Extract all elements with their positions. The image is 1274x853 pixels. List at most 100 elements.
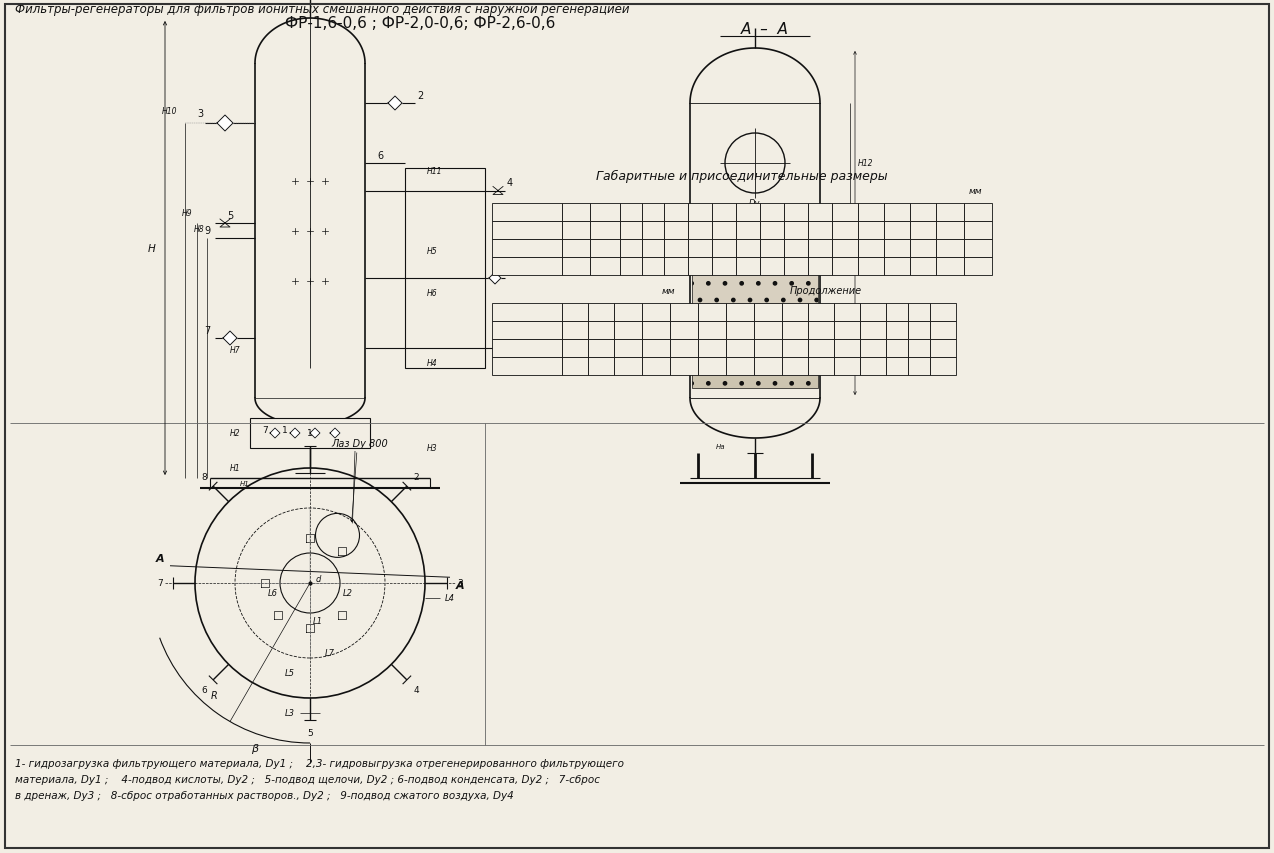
Text: 325: 325 [623,244,640,253]
Bar [834,357,860,375]
Text: 1100: 1100 [939,244,962,253]
Bar [860,322,885,339]
Text: 290: 290 [786,344,804,353]
Bar [808,222,832,240]
Bar [936,258,964,276]
Bar [832,222,857,240]
Bar [492,258,562,276]
Text: Обозначение: Обозначение [498,308,557,317]
Text: 100: 100 [813,326,829,335]
Bar [670,304,698,322]
Text: 4393: 4393 [860,262,883,271]
Bar [492,304,562,322]
Text: 1020: 1020 [757,326,780,335]
Bar [492,204,562,222]
Text: 100: 100 [813,344,829,353]
Bar [642,357,670,375]
Bar [857,204,884,222]
Text: 3610: 3610 [833,226,856,235]
Text: 1500: 1500 [673,362,696,371]
Text: 1110: 1110 [701,344,724,353]
Polygon shape [489,273,501,285]
Bar [562,357,589,375]
Text: Ha: Ha [636,351,645,357]
Text: ФР-2,0-0,6: ФР-2,0-0,6 [499,344,554,353]
Text: 900: 900 [703,326,721,335]
Polygon shape [691,49,820,104]
Text: H4: H4 [427,359,438,368]
Bar [754,357,782,375]
Text: 4575: 4575 [594,226,617,235]
Text: 8: 8 [201,473,206,482]
Bar [860,339,885,357]
Text: 100: 100 [864,326,882,335]
Text: H11: H11 [862,208,879,218]
Bar [908,357,930,375]
Bar [589,322,614,339]
Text: 6050: 6050 [594,262,617,271]
Text: Обозначение: Обозначение [498,208,557,218]
Text: 3: 3 [457,579,462,588]
Text: 1600: 1600 [757,362,780,371]
Bar [784,204,808,222]
Text: H8: H8 [790,208,801,218]
Bar [670,339,698,357]
Text: 1: 1 [282,426,288,435]
Polygon shape [290,428,299,438]
Bar [256,64,364,398]
Text: 7: 7 [204,326,210,335]
Bar [642,258,664,276]
Bar [754,339,782,357]
Bar [782,339,808,357]
Polygon shape [223,332,237,345]
Text: 825: 825 [668,262,684,271]
Text: 1800: 1800 [712,226,735,235]
Text: А  –  А: А – А [741,21,789,37]
Bar [614,322,642,339]
Bar [492,339,562,357]
Bar [930,304,956,322]
Bar [808,304,834,322]
Text: 100: 100 [864,344,882,353]
Text: 125: 125 [865,362,882,371]
Text: 7: 7 [157,579,163,588]
Text: 4: 4 [413,685,419,693]
Polygon shape [330,428,340,438]
Text: 400: 400 [567,344,583,353]
Bar [761,258,784,276]
Bar [698,357,726,375]
Bar [405,169,485,368]
Text: A: A [456,581,464,590]
Text: 4230: 4230 [860,244,883,253]
Text: 5: 5 [307,728,313,738]
Bar [688,240,712,258]
Bar [910,240,936,258]
Text: 90°: 90° [935,362,950,371]
Bar [782,304,808,322]
Bar [930,339,956,357]
Bar [964,258,992,276]
Text: H1: H1 [241,480,250,486]
Text: 7: 7 [262,426,268,435]
Text: 6: 6 [201,685,206,693]
Text: 310: 310 [647,326,665,335]
Text: 1412: 1412 [729,362,752,371]
Bar [884,258,910,276]
Bar [736,204,761,222]
Text: D: D [764,308,771,317]
Text: H7: H7 [766,208,778,218]
Text: 2548: 2548 [785,262,808,271]
Text: ФР-1,6-0,6: ФР-1,6-0,6 [499,326,554,335]
Bar [562,204,590,222]
Text: Dy2: Dy2 [838,308,855,317]
Text: 2613: 2613 [809,262,832,271]
Text: 1710: 1710 [736,226,759,235]
Text: H13: H13 [865,219,880,229]
Bar [930,357,956,375]
Text: L5: L5 [679,308,689,317]
Text: 0°: 0° [913,326,924,335]
Text: 1400: 1400 [757,344,780,353]
Text: 1205: 1205 [688,244,711,253]
Text: ФР-2,6-0,6: ФР-2,6-0,6 [499,362,554,371]
Bar [726,357,754,375]
